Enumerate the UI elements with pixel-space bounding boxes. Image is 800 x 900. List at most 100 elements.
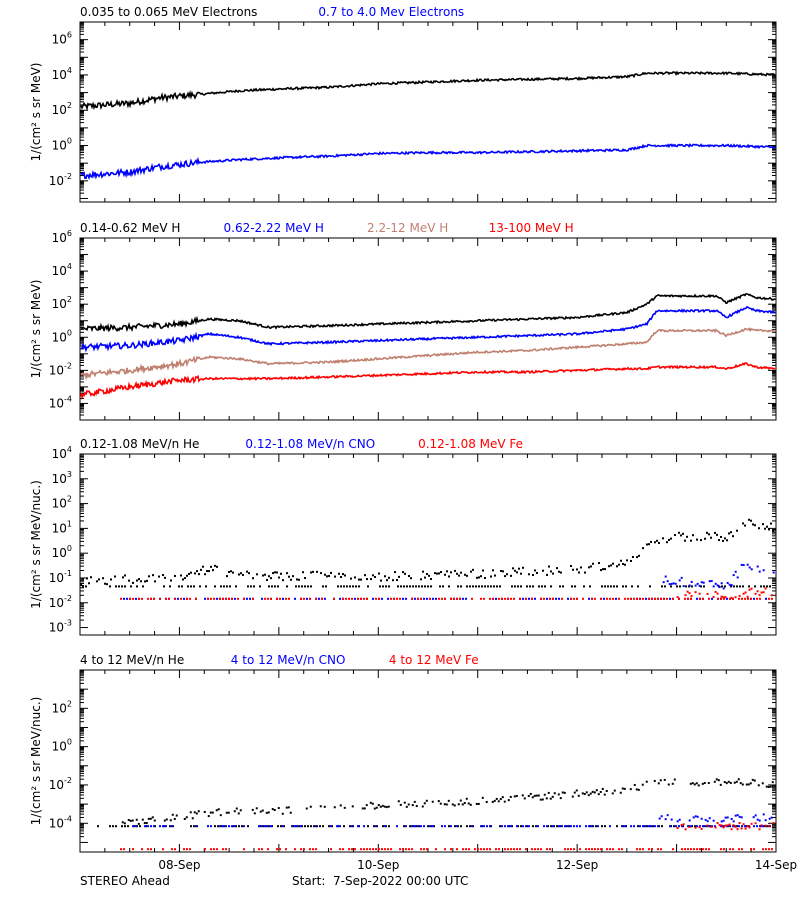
scatter-point (758, 594, 761, 597)
scatter-point (371, 802, 374, 805)
scatter-point (196, 570, 198, 573)
scatter-point (682, 532, 684, 535)
scatter-point (425, 799, 428, 802)
scatter-point (487, 585, 489, 588)
scatter-point (557, 793, 560, 796)
scatter-point (507, 848, 509, 851)
scatter-point (248, 572, 250, 575)
scatter-point (186, 848, 188, 851)
scatter-point (742, 564, 745, 567)
scatter-point (768, 528, 770, 531)
scatter-point (559, 797, 562, 800)
scatter-point (126, 597, 128, 600)
scatter-point (400, 585, 402, 588)
scatter-point (745, 783, 748, 786)
scatter-point (711, 597, 713, 600)
scatter-point (375, 806, 378, 809)
scatter-point (660, 597, 662, 600)
scatter-point (294, 597, 296, 600)
scatter-point (411, 597, 413, 600)
scatter-point (534, 597, 536, 600)
scatter-point (606, 848, 608, 851)
scatter-point (702, 825, 704, 828)
scatter-point (432, 825, 434, 828)
scatter-point (337, 585, 339, 588)
scatter-point (771, 781, 774, 784)
scatter-point (136, 579, 138, 582)
scatter-point (519, 848, 521, 851)
scatter-point (525, 825, 527, 828)
scatter-point (217, 808, 220, 811)
scatter-point (115, 585, 117, 588)
scatter-point (414, 597, 416, 600)
scatter-point (506, 573, 508, 576)
scatter-point (258, 825, 260, 828)
scatter-point (710, 825, 713, 828)
scatter-point (281, 812, 284, 815)
scatter-point (624, 597, 626, 600)
scatter-point (490, 585, 492, 588)
scatter-point (147, 817, 150, 820)
scatter-point (342, 848, 344, 851)
scatter-point (580, 566, 582, 569)
scatter-point (571, 795, 574, 798)
scatter-point (510, 574, 512, 577)
scatter-point (592, 562, 594, 565)
scatter-point (228, 570, 230, 573)
scatter-point (651, 597, 653, 600)
scatter-point (388, 825, 390, 828)
scatter-point (123, 822, 126, 825)
scatter-point (310, 585, 312, 588)
scatter-point (612, 562, 614, 565)
scatter-point (691, 782, 694, 785)
scatter-point (750, 568, 753, 571)
scatter-point (694, 825, 696, 828)
scatter-point (153, 597, 155, 600)
scatter-point (447, 799, 450, 802)
scatter-point (516, 848, 518, 851)
scatter-point (509, 795, 512, 798)
scatter-point (462, 848, 464, 851)
scatter-point (333, 806, 336, 809)
scatter-point (769, 785, 772, 788)
scatter-point (304, 577, 306, 580)
scatter-point (723, 781, 726, 784)
scatter-point (394, 571, 396, 574)
scatter-point (114, 575, 116, 578)
scatter-point (700, 817, 703, 820)
scatter-point (642, 848, 644, 851)
scatter-point (593, 791, 596, 794)
scatter-point (418, 585, 420, 588)
scatter-point (319, 825, 321, 828)
scatter-point (199, 585, 201, 588)
scatter-point (241, 825, 243, 828)
scatter-point (150, 848, 152, 851)
scatter-point (516, 825, 518, 828)
scatter-point (191, 817, 194, 820)
scatter-point (312, 848, 314, 851)
scatter-point (146, 579, 148, 582)
scatter-point (742, 585, 744, 588)
scatter-point (407, 803, 410, 806)
scatter-point (379, 805, 382, 808)
scatter-point (603, 793, 606, 796)
scatter-point (618, 563, 620, 566)
scatter-point (694, 826, 697, 829)
scatter-point (772, 571, 775, 574)
legend-entry: 0.12-1.08 MeV Fe (418, 437, 523, 451)
y-tick-label: 10-4 (49, 814, 72, 830)
scatter-point (330, 848, 332, 851)
scatter-point (591, 848, 593, 851)
scatter-point (255, 807, 258, 810)
scatter-point (653, 779, 656, 782)
scatter-point (642, 825, 644, 828)
scatter-point (464, 573, 466, 576)
scatter-point (266, 578, 268, 581)
scatter-point (440, 571, 442, 574)
scatter-point (420, 578, 422, 581)
scatter-point (296, 578, 298, 581)
scatter-point (535, 794, 538, 797)
scatter-point (754, 524, 756, 527)
scatter-point (397, 800, 400, 803)
scatter-point (457, 803, 460, 806)
